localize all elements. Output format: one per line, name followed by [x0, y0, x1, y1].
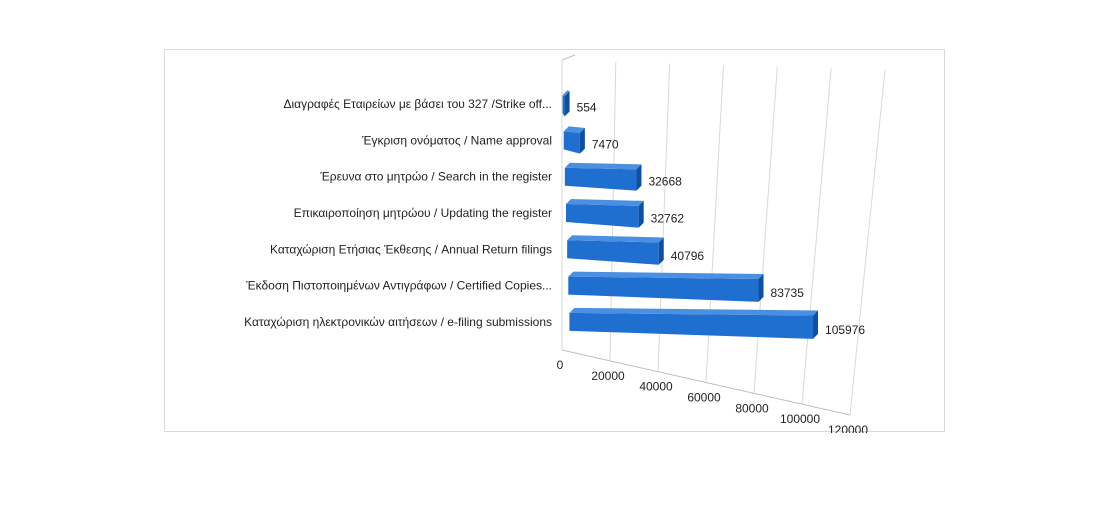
axis-wall-edge [561, 54, 576, 61]
data-label: 32762 [651, 212, 685, 226]
bar [562, 95, 565, 117]
bar-side-face [579, 127, 585, 154]
data-label: 7470 [592, 138, 619, 152]
x-tick-label: 20000 [591, 369, 625, 383]
category-label: Καταχώριση ηλεκτρονικών αιτήσεων / e-fil… [244, 315, 552, 329]
bar-group [569, 307, 819, 339]
gridline [801, 68, 832, 405]
x-tick-label: 0 [557, 358, 564, 372]
x-tick-label: 80000 [735, 401, 769, 415]
data-label: 83735 [771, 286, 805, 300]
text-layer: 0 20000 40000 60000 80000 100000 120000 554 Διαγ… [244, 97, 868, 433]
bar [564, 167, 637, 191]
bar-group [562, 90, 570, 117]
bar-side-face [636, 164, 642, 191]
bar-side-face [758, 273, 764, 302]
bar-side-face [813, 310, 819, 339]
bar [568, 276, 759, 302]
bar-side-face [564, 91, 570, 117]
bar-top-face [568, 271, 764, 279]
bar-top-face [563, 126, 585, 133]
category-label: Έκδοση Πιστοποιημένων Αντιγράφων / Certi… [245, 279, 552, 293]
bar-layer [562, 90, 819, 339]
data-label: 554 [577, 101, 597, 115]
bar-top-face [564, 162, 642, 170]
bar-group [568, 271, 764, 302]
category-label: Έγκριση ονόματος / Name approval [361, 133, 552, 147]
category-label: Έρευνα στο μητρώο / Search in the regist… [319, 170, 552, 184]
category-label: Επικαιροποίηση μητρώου / Updating the re… [294, 206, 552, 220]
x-tick-label: 100000 [780, 412, 820, 426]
x-tick-label: 60000 [687, 391, 721, 405]
bar [566, 204, 639, 228]
gridline [849, 69, 886, 416]
bar-side-face [638, 200, 644, 228]
bar-group [563, 126, 585, 154]
gridline [753, 66, 778, 394]
data-label: 32668 [648, 175, 682, 189]
bar [563, 131, 580, 154]
grid-layer [561, 54, 886, 416]
bar-group [566, 199, 644, 228]
bar [569, 312, 814, 339]
category-label: Διαγραφές Εταιρείων με βάσει του 327 /St… [283, 97, 552, 111]
bar-top-face [566, 199, 644, 206]
bar-top-face [567, 235, 664, 243]
data-label: 105976 [825, 323, 865, 337]
chart-frame: 0 20000 40000 60000 80000 100000 120000 554 Διαγ… [164, 49, 945, 433]
bar-chart: 0 20000 40000 60000 80000 100000 120000 554 Διαγ… [244, 54, 886, 433]
bar-group [564, 162, 642, 191]
axis-floor-edge [561, 349, 851, 416]
bar-top-face [569, 307, 819, 316]
bar-side-face [658, 237, 664, 265]
bar-top-face [562, 90, 570, 97]
category-label: Καταχώριση Ετήσιας Έκθεσης / Annual Retu… [270, 242, 552, 256]
data-label: 40796 [671, 249, 705, 263]
x-tick-label: 120000 [828, 423, 868, 433]
bar-group [567, 235, 664, 265]
x-tick-label: 40000 [639, 380, 673, 394]
bar [567, 240, 659, 265]
